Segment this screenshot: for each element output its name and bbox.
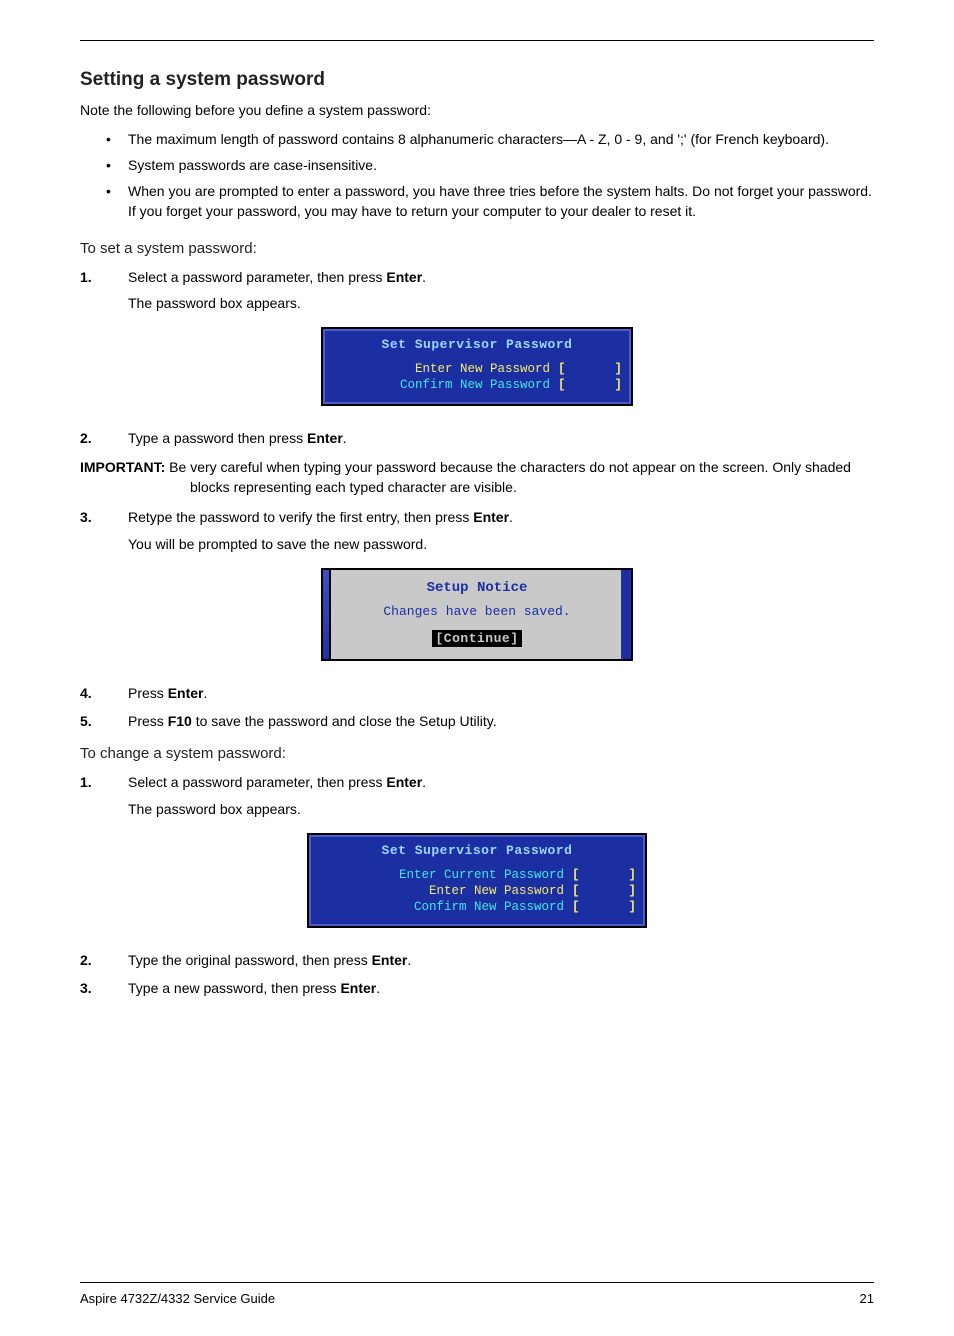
keyword: Enter: [473, 509, 509, 525]
bios-row: Enter New Password []: [331, 362, 623, 376]
step-number: 4.: [80, 683, 108, 703]
keyword: Enter: [168, 685, 204, 701]
step-text: .: [422, 774, 426, 790]
set-steps: 1. Select a password parameter, then pre…: [80, 267, 874, 314]
bios-field-label: Confirm New Password: [317, 900, 564, 914]
bios-row: Confirm New Password []: [331, 378, 623, 392]
step-number: 1.: [80, 267, 108, 287]
keyword: Enter: [307, 430, 343, 446]
bios-title: Set Supervisor Password: [325, 331, 629, 358]
set-password-subhead: To set a system password:: [80, 240, 874, 257]
bios-field-brackets: []: [558, 378, 623, 392]
bios-field-label: Enter Current Password: [317, 868, 564, 882]
footer-left: Aspire 4732Z/4332 Service Guide: [80, 1291, 275, 1306]
step-text: Type a password then press: [128, 430, 307, 446]
section-title: Setting a system password: [80, 69, 874, 91]
step-number: 2.: [80, 950, 108, 970]
bios-field-brackets: []: [558, 362, 623, 376]
change-password-subhead: To change a system password:: [80, 745, 874, 762]
step-text: .: [343, 430, 347, 446]
list-item: System passwords are case-insensitive.: [80, 155, 874, 175]
important-note: IMPORTANT: Be very careful when typing y…: [80, 457, 874, 498]
bios-title: Set Supervisor Password: [311, 837, 643, 864]
bios-notice-dialog: Setup Notice Changes have been saved. [C…: [321, 568, 633, 661]
bios-notice-inner: Setup Notice Changes have been saved. [C…: [325, 572, 629, 657]
step-text: .: [407, 952, 411, 968]
step-item: 5. Press F10 to save the password and cl…: [80, 711, 874, 731]
step-text: Press: [128, 713, 168, 729]
bios-notice-continue-button: [Continue]: [432, 630, 521, 647]
change-steps: 1. Select a password parameter, then pre…: [80, 772, 874, 819]
step-text: to save the password and close the Setup…: [192, 713, 497, 729]
list-item: When you are prompted to enter a passwor…: [80, 181, 874, 222]
step-text: Retype the password to verify the first …: [128, 509, 473, 525]
intro-text: Note the following before you define a s…: [80, 101, 874, 121]
keyword: Enter: [340, 980, 376, 996]
bios-screenshot-1: Set Supervisor Password Enter New Passwo…: [80, 327, 874, 406]
bios-screenshot-2: Setup Notice Changes have been saved. [C…: [80, 568, 874, 661]
change-steps-cont: 2. Type the original password, then pres…: [80, 950, 874, 999]
step-item: 3. Type a new password, then press Enter…: [80, 978, 874, 998]
keyword: Enter: [386, 269, 422, 285]
bios-screenshot-3: Set Supervisor Password Enter Current Pa…: [80, 833, 874, 928]
step-text: .: [422, 269, 426, 285]
step-text: .: [376, 980, 380, 996]
list-item: The maximum length of password contains …: [80, 129, 874, 149]
step-number: 2.: [80, 428, 108, 448]
step-item: 4. Press Enter.: [80, 683, 874, 703]
step-subtext: The password box appears.: [128, 799, 874, 819]
step-item: 2. Type the original password, then pres…: [80, 950, 874, 970]
bios-notice-title: Setup Notice: [339, 580, 615, 596]
bios-body: Enter Current Password [] Enter New Pass…: [311, 864, 643, 924]
top-rule: [80, 40, 874, 41]
important-label: IMPORTANT:: [80, 459, 165, 475]
step-item: 1. Select a password parameter, then pre…: [80, 267, 874, 314]
set-steps-cont3: 4. Press Enter. 5. Press F10 to save the…: [80, 683, 874, 732]
step-number: 3.: [80, 507, 108, 527]
bios-dialog: Set Supervisor Password Enter Current Pa…: [307, 833, 647, 928]
step-subtext: You will be prompted to save the new pas…: [128, 534, 874, 554]
bios-row: Enter Current Password []: [317, 868, 637, 882]
step-item: 3. Retype the password to verify the fir…: [80, 507, 874, 554]
keyword: F10: [168, 713, 192, 729]
bios-field-brackets: []: [572, 900, 637, 914]
step-text: Select a password parameter, then press: [128, 269, 386, 285]
step-text: Type a new password, then press: [128, 980, 340, 996]
keyword: Enter: [372, 952, 408, 968]
page-footer: Aspire 4732Z/4332 Service Guide 21: [80, 1282, 874, 1306]
step-text: Select a password parameter, then press: [128, 774, 386, 790]
step-number: 5.: [80, 711, 108, 731]
step-subtext: The password box appears.: [128, 293, 874, 313]
step-text: .: [509, 509, 513, 525]
bios-notice-text: Changes have been saved.: [339, 604, 615, 619]
set-steps-cont2: 3. Retype the password to verify the fir…: [80, 507, 874, 554]
bios-field-brackets: []: [572, 884, 637, 898]
set-steps-cont: 2. Type a password then press Enter.: [80, 428, 874, 448]
important-text: Be very careful when typing your passwor…: [165, 459, 851, 495]
bios-notice-left-bar: [323, 570, 331, 659]
bios-notice-right-bar: [621, 570, 631, 659]
keyword: Enter: [386, 774, 422, 790]
bios-field-brackets: []: [572, 868, 637, 882]
step-text: Type the original password, then press: [128, 952, 372, 968]
bios-dialog: Set Supervisor Password Enter New Passwo…: [321, 327, 633, 406]
step-item: 1. Select a password parameter, then pre…: [80, 772, 874, 819]
step-text: Press: [128, 685, 168, 701]
bios-body: Enter New Password [] Confirm New Passwo…: [325, 358, 629, 402]
step-item: 2. Type a password then press Enter.: [80, 428, 874, 448]
bios-row: Confirm New Password []: [317, 900, 637, 914]
step-number: 1.: [80, 772, 108, 792]
bios-field-label: Enter New Password: [317, 884, 564, 898]
footer-page-number: 21: [860, 1291, 874, 1306]
bios-field-label: Enter New Password: [331, 362, 550, 376]
step-text: .: [203, 685, 207, 701]
bios-row: Enter New Password []: [317, 884, 637, 898]
bullet-list: The maximum length of password contains …: [80, 129, 874, 222]
bios-field-label: Confirm New Password: [331, 378, 550, 392]
step-number: 3.: [80, 978, 108, 998]
